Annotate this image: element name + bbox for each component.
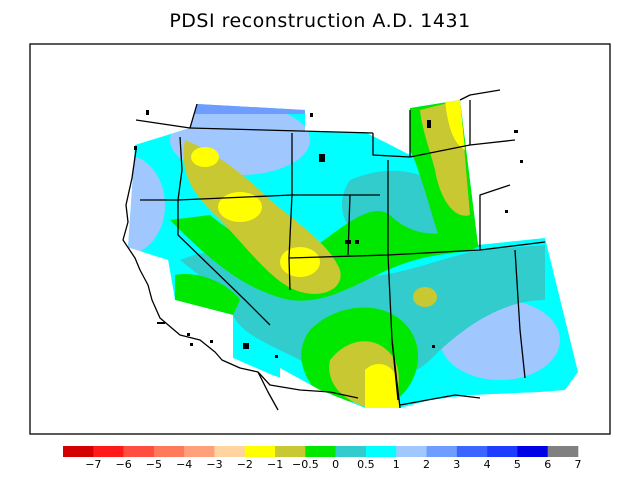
legend-color-bar	[63, 446, 579, 457]
legend-swatch	[517, 446, 548, 457]
legend-label: −1	[266, 458, 284, 471]
legend-label: 0.5	[357, 458, 375, 471]
legend-swatch	[153, 446, 185, 457]
legend-swatch	[214, 446, 246, 457]
legend-label: −4	[176, 458, 193, 471]
legend-swatch	[305, 446, 336, 457]
legend-swatch	[63, 446, 94, 457]
legend-label: −7	[85, 458, 102, 471]
legend-swatch	[487, 446, 518, 457]
legend-label: 4	[483, 458, 491, 471]
map-title: PDSI reconstruction A.D. 1431	[169, 10, 471, 32]
legend-label: 0	[332, 458, 340, 471]
legend-swatch	[93, 446, 124, 457]
legend-label: −6	[115, 458, 132, 471]
legend-label: −5	[145, 458, 162, 471]
legend-swatch	[244, 446, 276, 457]
legend-label: 7	[574, 458, 582, 471]
legend-label: 6	[544, 458, 552, 471]
legend-swatch	[456, 446, 488, 457]
legend-label: 5	[513, 458, 521, 471]
legend-label: 2	[423, 458, 430, 471]
boundaries	[122, 89, 546, 411]
legend-label: 3	[453, 458, 461, 471]
ocean-mask	[128, 248, 365, 430]
legend-swatch	[365, 446, 397, 457]
legend-label: −3	[206, 458, 223, 471]
legend-swatch	[275, 446, 306, 457]
legend-labels: −7 −6 −5 −4 −3 −2 −1 −0.5 0 0.5 1 2 3 4 5 6 7	[0, 458, 640, 474]
map-frame	[29, 43, 611, 435]
legend-label: −0.5	[292, 458, 319, 471]
legend-swatch	[547, 446, 579, 457]
legend-label: −2	[236, 458, 253, 471]
islands	[134, 110, 523, 358]
legend-swatch	[123, 446, 155, 457]
legend-swatch	[426, 446, 458, 457]
legend-swatch	[396, 446, 427, 457]
legend-swatch	[335, 446, 367, 457]
legend-swatch	[184, 446, 215, 457]
legend-label: 1	[392, 458, 400, 471]
